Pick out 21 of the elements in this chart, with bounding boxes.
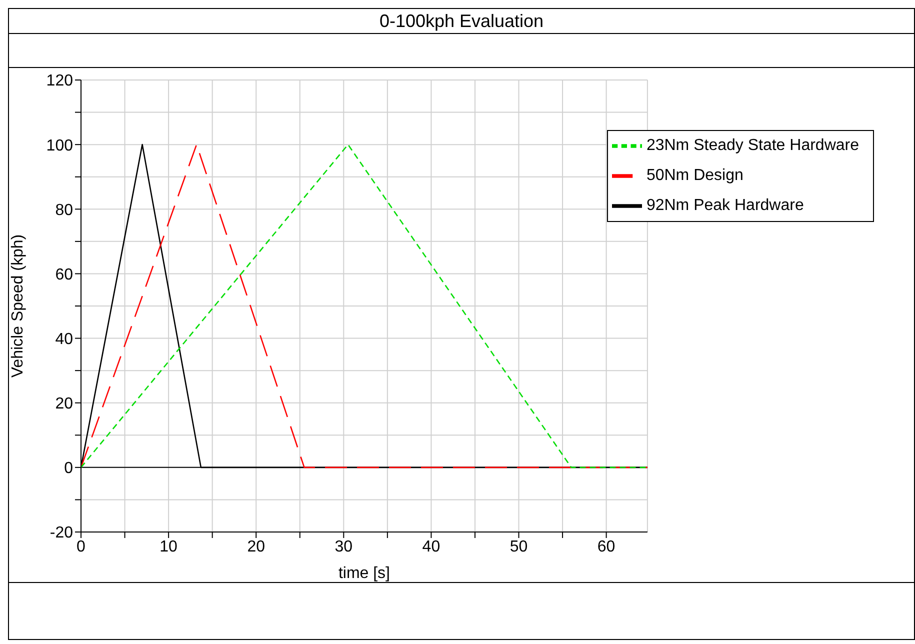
- legend-label: 23Nm Steady State Hardware: [646, 137, 859, 154]
- y-tick-label: 20: [55, 396, 74, 413]
- x-tick-label: 60: [597, 538, 616, 556]
- x-tick-label: 0: [76, 538, 86, 556]
- x-tick-label: 10: [160, 538, 178, 556]
- x-tick-label: 40: [422, 538, 440, 556]
- y-tick-label: 100: [46, 137, 74, 154]
- y-tick-label: 40: [55, 330, 74, 348]
- x-tick-label: 50: [510, 538, 528, 556]
- y-axis-title: Vehicle Speed (kph): [10, 234, 27, 378]
- y-tick-label: 80: [55, 202, 74, 219]
- x-tick-label: 30: [334, 538, 353, 556]
- x-tick-label: 20: [247, 538, 266, 556]
- legend-label: 92Nm Peak Hardware: [646, 197, 804, 214]
- y-tick-label: 60: [55, 266, 74, 284]
- y-tick-label: 0: [64, 460, 74, 478]
- chart-title: 0-100kph Evaluation: [9, 9, 914, 34]
- y-tick-label: 120: [46, 72, 74, 90]
- y-tick-label: -20: [50, 524, 74, 542]
- legend-label: 50Nm Design: [646, 167, 744, 184]
- x-axis-title: time [s]: [338, 565, 390, 582]
